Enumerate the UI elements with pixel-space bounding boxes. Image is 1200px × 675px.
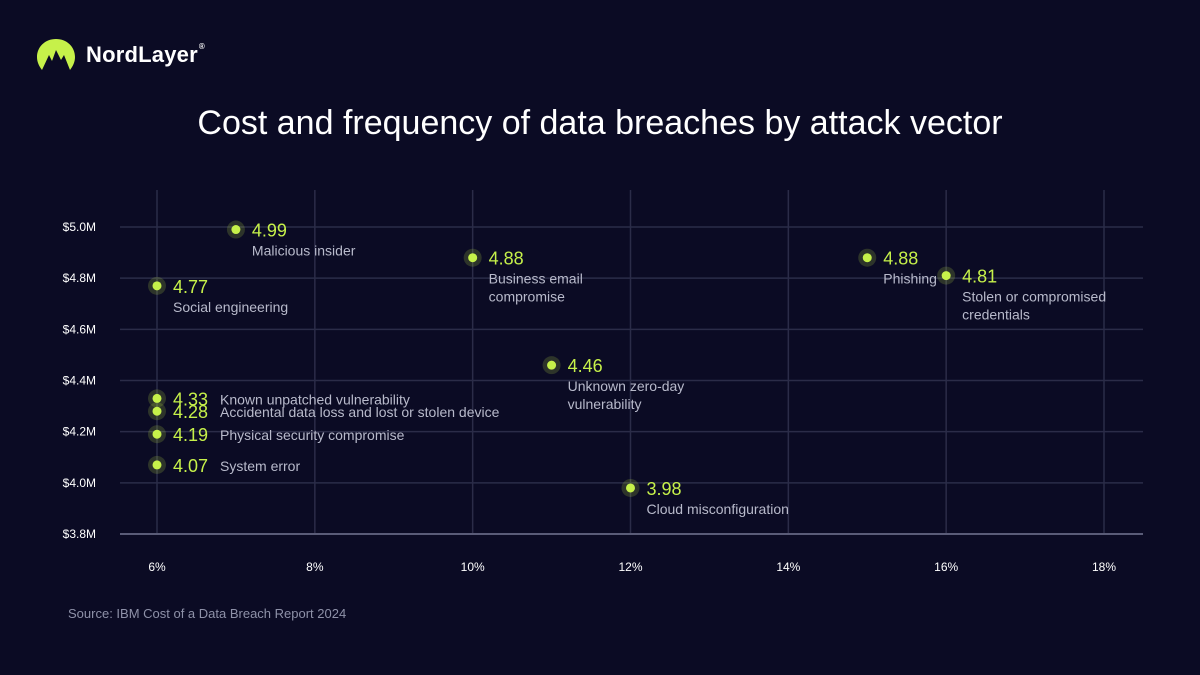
data-point bbox=[152, 281, 162, 291]
data-value-label: 4.19 bbox=[173, 425, 208, 445]
source-note: Source: IBM Cost of a Data Breach Report… bbox=[68, 606, 347, 621]
data-point-label: Unknown zero-day bbox=[568, 378, 685, 394]
data-point-label: credentials bbox=[962, 307, 1030, 323]
y-tick-label: $4.0M bbox=[63, 476, 96, 490]
data-point bbox=[941, 271, 951, 281]
data-point bbox=[152, 406, 162, 416]
data-value-label: 3.98 bbox=[647, 479, 682, 499]
data-point bbox=[152, 460, 162, 470]
data-value-label: 4.88 bbox=[489, 249, 524, 269]
mountain-logo-icon bbox=[37, 39, 75, 70]
data-value-label: 4.77 bbox=[173, 277, 208, 297]
data-point-label: compromise bbox=[489, 289, 565, 305]
y-tick-label: $5.0M bbox=[63, 220, 96, 234]
data-point bbox=[626, 483, 635, 493]
data-point-label: Accidental data loss and lost or stolen … bbox=[220, 404, 500, 420]
data-point-label: Stolen or compromised bbox=[962, 289, 1106, 305]
chart-title: Cost and frequency of data breaches by a… bbox=[197, 104, 1003, 142]
data-point bbox=[468, 253, 478, 263]
brand: NordLayer® bbox=[36, 38, 205, 72]
y-tick-label: $4.6M bbox=[63, 322, 96, 336]
brand-name: NordLayer® bbox=[86, 42, 205, 67]
x-tick-label: 8% bbox=[306, 560, 324, 574]
data-value-label: 4.88 bbox=[883, 249, 918, 269]
data-point bbox=[547, 360, 557, 370]
x-tick-label: 14% bbox=[776, 560, 800, 574]
data-point bbox=[152, 429, 162, 439]
data-value-label: 4.28 bbox=[173, 402, 208, 422]
data-value-label: 4.33 bbox=[173, 389, 208, 409]
y-tick-label: $4.4M bbox=[63, 374, 96, 388]
data-point bbox=[862, 253, 872, 263]
data-value-label: 4.81 bbox=[962, 267, 997, 287]
x-tick-label: 16% bbox=[934, 560, 958, 574]
data-point-label: Business email bbox=[489, 271, 583, 287]
data-point-label: Malicious insider bbox=[252, 243, 356, 259]
x-tick-label: 18% bbox=[1092, 560, 1116, 574]
data-point-label: Social engineering bbox=[173, 299, 288, 315]
x-tick-label: 10% bbox=[461, 560, 485, 574]
data-value-label: 4.46 bbox=[568, 356, 603, 376]
data-point-label: Physical security compromise bbox=[220, 427, 405, 443]
x-tick-label: 6% bbox=[148, 560, 166, 574]
data-point-label: Phishing bbox=[883, 271, 937, 287]
data-point-label: Known unpatched vulnerability bbox=[220, 391, 410, 407]
data-point-label: System error bbox=[220, 458, 300, 474]
y-tick-label: $4.8M bbox=[63, 271, 96, 285]
data-point-label: Cloud misconfiguration bbox=[647, 501, 789, 517]
data-point bbox=[231, 225, 241, 235]
x-tick-label: 12% bbox=[618, 560, 642, 574]
y-tick-label: $4.2M bbox=[63, 425, 96, 439]
data-value-label: 4.99 bbox=[252, 221, 287, 241]
data-point-label: vulnerability bbox=[568, 396, 642, 412]
data-value-label: 4.07 bbox=[173, 456, 208, 476]
y-tick-label: $3.8M bbox=[63, 527, 96, 541]
data-point bbox=[152, 393, 162, 403]
